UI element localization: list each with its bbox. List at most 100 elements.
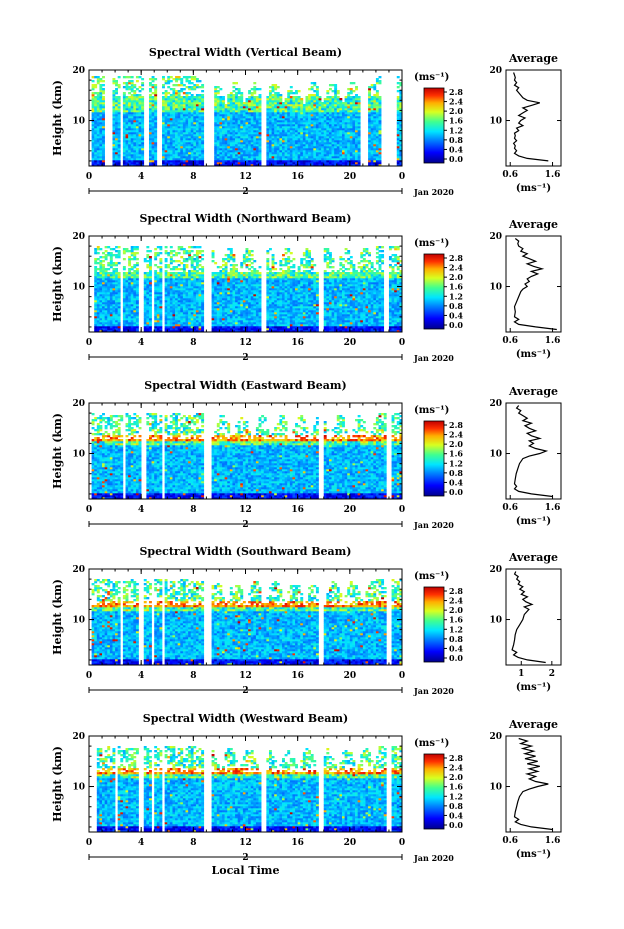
heatmap-cell [345, 130, 348, 132]
heatmap-cell [123, 134, 126, 136]
heatmap-cell [246, 134, 249, 136]
heatmap-cell [186, 310, 189, 312]
heatmap-cell [311, 106, 314, 108]
heatmap-cell [139, 76, 142, 78]
heatmap-cell [191, 128, 194, 130]
heatmap-cell [162, 120, 165, 122]
heatmap-cell [324, 110, 327, 112]
heatmap-cell [358, 152, 361, 154]
heatmap-cell [248, 152, 251, 154]
heatmap-cell [277, 98, 280, 100]
heatmap-cell [259, 100, 262, 102]
heatmap-cell [326, 148, 329, 150]
heatmap-cell [175, 292, 178, 294]
heatmap-cell [339, 162, 342, 164]
heatmap-cell [167, 134, 170, 136]
heatmap-cell [329, 158, 332, 160]
heatmap-cell [172, 306, 175, 308]
heatmap-cell [266, 162, 269, 164]
heatmap-cell [99, 156, 102, 158]
heatmap-cell [347, 156, 350, 158]
heatmap-cell [118, 156, 121, 158]
heatmap-cell [133, 282, 136, 284]
heatmap-cell [136, 152, 139, 154]
heatmap-cell [133, 248, 136, 250]
heatmap-cell [186, 106, 189, 108]
heatmap-cell [183, 326, 186, 328]
heatmap-cell [285, 142, 288, 144]
heatmap-cell [259, 138, 262, 140]
heatmap-cell [94, 128, 97, 130]
heatmap-cell [170, 142, 173, 144]
heatmap-cell [219, 136, 222, 138]
heatmap-cell [94, 92, 97, 94]
heatmap-cell [165, 150, 168, 152]
heatmap-cell [154, 108, 157, 110]
heatmap-cell [292, 124, 295, 126]
heatmap-cell [219, 156, 222, 158]
heatmap-cell [295, 132, 298, 134]
heatmap-cell [115, 292, 118, 294]
heatmap-cell [178, 106, 181, 108]
heatmap-cell [175, 252, 178, 254]
heatmap-cell [154, 150, 157, 152]
heatmap-cell [165, 112, 168, 114]
heatmap-cell [295, 116, 298, 118]
heatmap-cell [368, 120, 371, 122]
heatmap-cell [165, 96, 168, 98]
heatmap-cell [358, 98, 361, 100]
heatmap-cell [183, 134, 186, 136]
heatmap-cell [217, 86, 220, 88]
heatmap-cell [175, 132, 178, 134]
heatmap-cell [305, 124, 308, 126]
heatmap-cell [219, 96, 222, 98]
heatmap-cell [316, 94, 319, 96]
heatmap-cell [154, 306, 157, 308]
heatmap-cell [131, 322, 134, 324]
heatmap-cell [303, 118, 306, 120]
heatmap-cell [183, 140, 186, 142]
heatmap-cell [300, 154, 303, 156]
heatmap-cell [136, 246, 139, 248]
heatmap-cell [329, 138, 332, 140]
heatmap-cell [149, 124, 152, 126]
heatmap-cell [358, 146, 361, 148]
heatmap-cell [329, 128, 332, 130]
heatmap-cell [102, 114, 105, 116]
heatmap-cell [178, 140, 181, 142]
heatmap-cell [287, 132, 290, 134]
heatmap-cell [232, 152, 235, 154]
heatmap-cell [282, 144, 285, 146]
heatmap-cell [139, 106, 142, 108]
heatmap-cell [321, 142, 324, 144]
heatmap-cell [99, 130, 102, 132]
heatmap-cell [196, 142, 199, 144]
heatmap-cell [337, 160, 340, 162]
heatmap-cell [97, 300, 100, 302]
heatmap-cell [144, 280, 147, 282]
heatmap-cell [219, 104, 222, 106]
heatmap-cell [165, 250, 168, 252]
heatmap-cell [371, 150, 374, 152]
heatmap-cell [290, 142, 293, 144]
heatmap-cell [246, 146, 249, 148]
heatmap-cell [112, 300, 115, 302]
heatmap-cell [251, 146, 254, 148]
heatmap-cell [332, 130, 335, 132]
heatmap-cell [300, 102, 303, 104]
heatmap-cell [347, 96, 350, 98]
heatmap-cell [342, 128, 345, 130]
heatmap-cell [332, 148, 335, 150]
heatmap-cell [167, 142, 170, 144]
heatmap-cell [358, 142, 361, 144]
heatmap-cell [193, 142, 196, 144]
heatmap-cell [329, 160, 332, 162]
heatmap-cell [342, 130, 345, 132]
heatmap-cell [235, 134, 238, 136]
heatmap-cell [165, 98, 168, 100]
heatmap-cell [172, 268, 175, 270]
heatmap-cell [313, 156, 316, 158]
heatmap-cell [373, 126, 376, 128]
heatmap-cell [222, 122, 225, 124]
heatmap-cell [347, 158, 350, 160]
